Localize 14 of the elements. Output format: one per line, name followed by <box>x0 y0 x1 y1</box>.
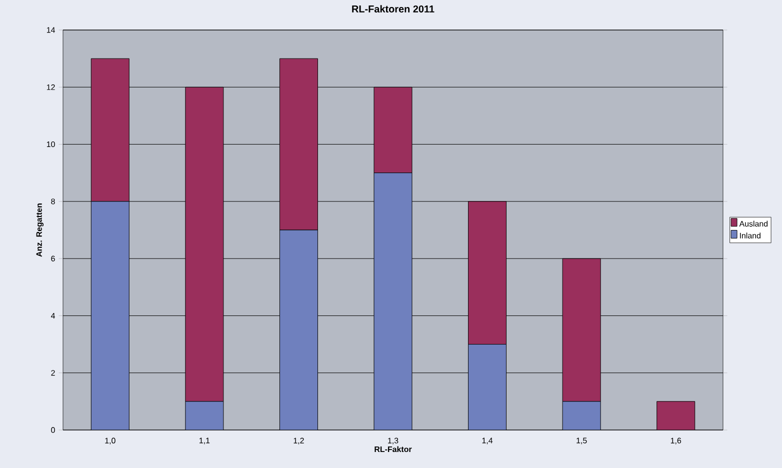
bar <box>90 58 130 202</box>
bar <box>90 201 130 430</box>
bar <box>185 401 224 430</box>
bar <box>374 172 412 430</box>
bar <box>279 58 318 230</box>
bar <box>468 344 507 430</box>
chart-title: RL-Faktoren 2011 <box>352 5 434 12</box>
bar <box>468 201 507 345</box>
bar <box>185 86 224 402</box>
bar <box>279 230 318 430</box>
bar <box>656 401 696 430</box>
bar <box>562 401 601 430</box>
bar <box>374 86 412 174</box>
bar <box>562 258 601 402</box>
